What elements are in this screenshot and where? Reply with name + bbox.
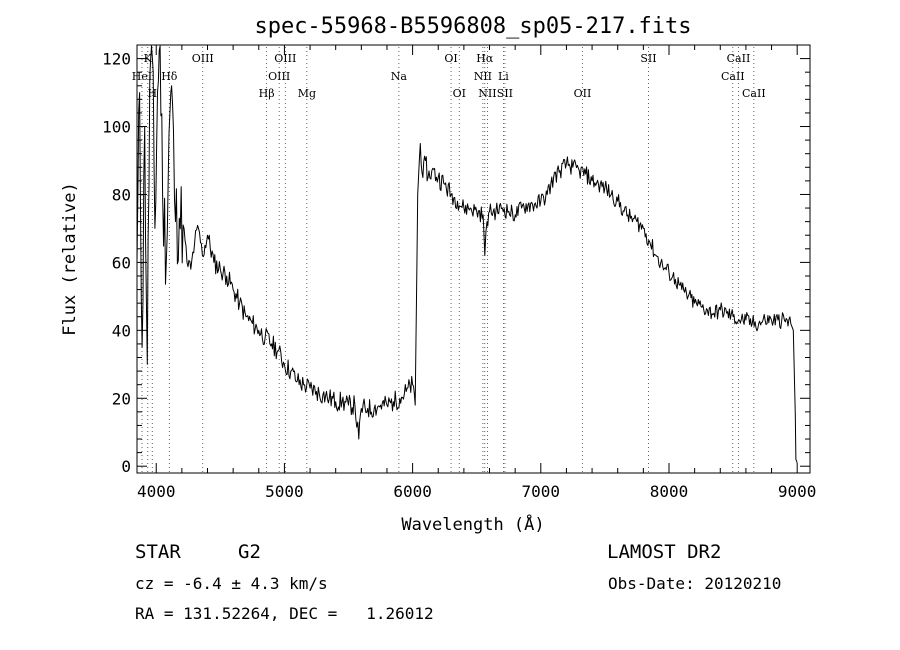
y-tick-label-0: 0 (121, 457, 131, 476)
y-tick-label-1: 20 (112, 389, 131, 408)
line-label-8: Mg (298, 87, 316, 100)
line-label-19: CaII (721, 70, 745, 83)
x-tick-label-1: 5000 (265, 482, 304, 501)
line-label-12: Hα (476, 52, 494, 65)
line-label-2: H (147, 87, 157, 100)
spectrum-series (136, 45, 798, 463)
x-tick-label-3: 7000 (522, 482, 561, 501)
survey-name: LAMOST DR2 (607, 541, 722, 563)
y-tick-label-3: 60 (112, 253, 131, 272)
y-tick-label-5: 100 (102, 118, 131, 137)
object-class: STAR (135, 541, 181, 563)
spectrum-line (136, 45, 798, 463)
y-axis-label: Flux (relative) (60, 182, 80, 336)
y-axis: 0 20 40 60 80 100 120 (102, 50, 810, 476)
x-tick-label-0: 4000 (137, 482, 176, 501)
line-label-10: OI (444, 52, 457, 65)
line-label-21: CaII (742, 87, 766, 100)
line-label-17: OII (574, 87, 592, 100)
line-label-13: NII (474, 70, 492, 83)
line-label-18: SII (640, 52, 656, 65)
line-label-3: Hδ (161, 70, 178, 83)
line-label-14: NII (478, 87, 496, 100)
x-axis: 4000 5000 6000 7000 8000 9000 (137, 45, 816, 501)
redshift-value: cz = -6.4 ± 4.3 km/s (135, 574, 328, 593)
sky-coordinates: RA = 131.52264, DEC = 1.26012 (135, 604, 434, 623)
object-subclass: G2 (238, 541, 261, 563)
line-label-5: Hβ (259, 87, 275, 100)
line-label-6: OIII (268, 70, 290, 83)
line-label-20: CaII (727, 52, 751, 65)
line-label-11: OI (453, 87, 466, 100)
x-tick-label-2: 6000 (393, 482, 432, 501)
chart-title: spec-55968-B5596808_sp05-217.fits (254, 14, 691, 39)
line-label-16: Li (498, 70, 509, 83)
y-tick-label-4: 80 (112, 185, 131, 204)
x-tick-label-4: 8000 (650, 482, 689, 501)
plot-area-frame (136, 44, 811, 474)
line-label-9: Na (391, 70, 408, 83)
line-label-7: OIII (274, 52, 296, 65)
line-label-4: OIII (192, 52, 214, 65)
line-label-0: K (144, 52, 153, 65)
x-tick-label-5: 9000 (778, 482, 817, 501)
x-axis-label: Wavelength (Å) (401, 513, 544, 535)
y-tick-label-6: 120 (102, 50, 131, 69)
line-label-15: SII (497, 87, 513, 100)
y-tick-label-2: 40 (112, 321, 131, 340)
observation-date: Obs-Date: 20120210 (608, 574, 782, 593)
